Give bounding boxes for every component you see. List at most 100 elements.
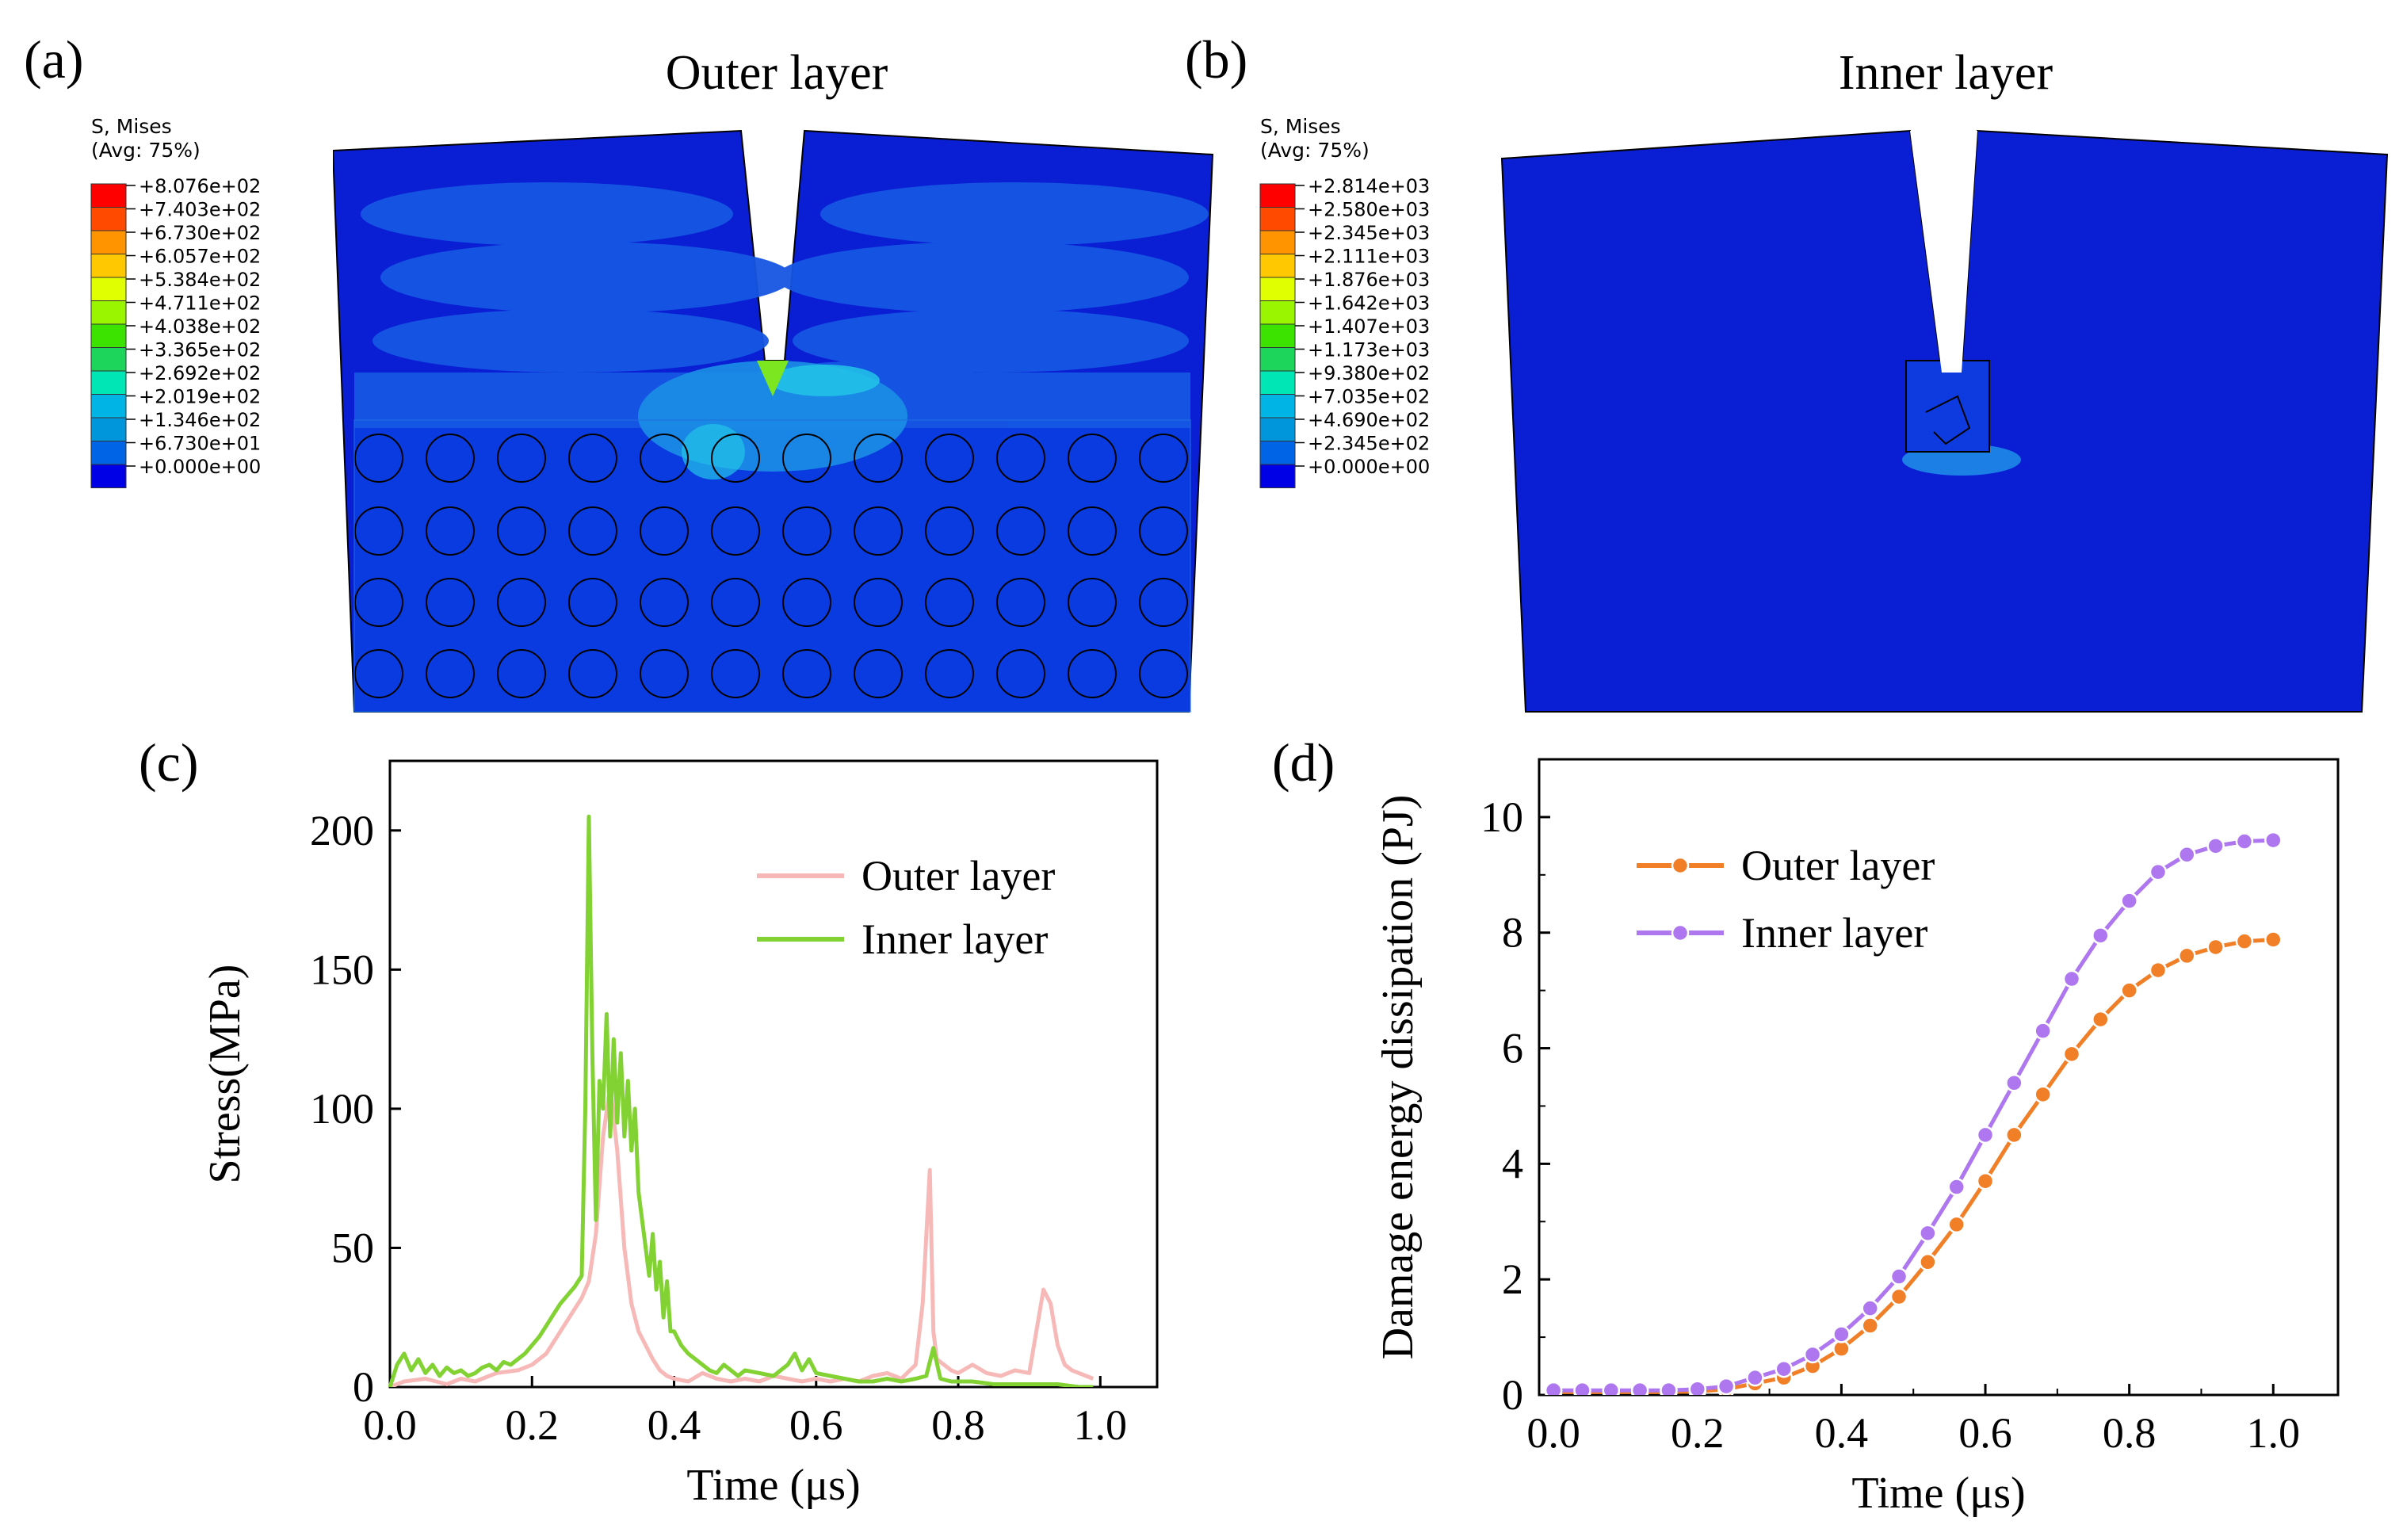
x-tick-label: 0.2 (1671, 1409, 1725, 1457)
outer-notch-tip-highlight (757, 361, 789, 396)
series-point-1 (1889, 1267, 1908, 1286)
fiber-circle (1139, 434, 1188, 483)
x-tick-label: 0.8 (931, 1401, 985, 1449)
series-point-0 (2034, 1085, 2052, 1104)
legend-swatch (1259, 183, 1296, 208)
legend-value: +2.111e+03 (1308, 246, 1430, 268)
legend-value: +5.384e+02 (139, 269, 261, 291)
legend-a-colorbar (90, 183, 127, 488)
fiber-circle (426, 578, 475, 627)
legend-swatch (90, 441, 127, 465)
y-tick-label: 6 (1502, 1025, 1523, 1072)
fiber-circle (996, 434, 1045, 483)
panel-a-legend: S, Mises (Avg: 75%) +8.076e+02+7.403e+02… (90, 115, 261, 488)
legend-value: +1.642e+03 (1308, 292, 1430, 315)
legend-marker (1671, 923, 1690, 942)
y-axis-label: Stress(MPa) (201, 965, 250, 1184)
series-point-0 (1861, 1316, 1879, 1335)
panel-d-label: (d) (1272, 732, 1335, 793)
legend-value: +1.346e+02 (139, 409, 261, 431)
series-point-1 (2120, 892, 2138, 910)
series-point-1 (1717, 1377, 1736, 1395)
plot-frame (1538, 758, 2340, 1397)
panel-b-title: Inner layer (1839, 46, 2053, 100)
legend-value: +7.035e+02 (1308, 386, 1430, 408)
fiber-circle (996, 506, 1045, 556)
series-point-1 (1602, 1381, 1621, 1395)
legend-swatch (1259, 254, 1296, 278)
fiber-circle (497, 649, 546, 698)
legend-label: Inner layer (1741, 909, 1927, 957)
fiber-circle (1139, 578, 1188, 627)
series-point-1 (1832, 1325, 1851, 1343)
legend-swatch (1259, 464, 1296, 488)
plot-frame (388, 759, 1159, 1389)
series-point-0 (2178, 946, 2196, 965)
legend-swatch (1259, 277, 1296, 301)
fiber-circle (854, 434, 903, 483)
y-tick-label: 100 (310, 1085, 374, 1133)
legend-value: +1.407e+03 (1308, 315, 1430, 338)
series-line-1 (388, 814, 1094, 1387)
series-point-0 (1919, 1253, 1937, 1271)
fiber-circle (782, 434, 831, 483)
legend-marker (1671, 856, 1690, 875)
series-line-0 (1553, 938, 2274, 1394)
series-point-1 (1775, 1359, 1794, 1378)
legend-swatch (1259, 370, 1296, 395)
fiber-circle (854, 506, 903, 556)
fiber-circle (925, 506, 974, 556)
legend-value: +1.876e+03 (1308, 269, 1430, 291)
y-tick-label: 4 (1502, 1140, 1523, 1187)
panel-b-legend: S, Mises (Avg: 75%) +2.814e+03+2.580e+03… (1259, 115, 1430, 488)
fiber-circle (1068, 578, 1117, 627)
panel-c-label: (c) (139, 732, 198, 793)
legend-value: +2.814e+03 (1308, 175, 1430, 197)
legend-swatch (90, 370, 127, 395)
legend-swatch (90, 207, 127, 231)
series-point-0 (2206, 938, 2225, 957)
y-tick-label: 0 (1502, 1371, 1523, 1419)
fiber-circle (568, 649, 617, 698)
legend-value: +8.076e+02 (139, 175, 261, 197)
legend-value: +2.019e+02 (139, 386, 261, 408)
plot-area (388, 814, 1095, 1387)
series-point-1 (1660, 1381, 1678, 1395)
fiber-circle (640, 649, 689, 698)
panel-a-label: (a) (24, 29, 83, 90)
contour-plot-inner (1500, 129, 2389, 713)
legend-value: +6.057e+02 (139, 246, 261, 268)
series-point-1 (1573, 1381, 1591, 1395)
fiber-circle (1068, 434, 1117, 483)
legend-swatch (90, 347, 127, 372)
x-tick-label: 0.6 (789, 1401, 843, 1449)
legend-value: +6.730e+01 (139, 433, 261, 455)
x-tick-label: 0.6 (1958, 1409, 2012, 1457)
x-tick-label: 0.4 (648, 1401, 701, 1449)
series-point-1 (2005, 1074, 2023, 1092)
x-tick-label: 1.0 (1074, 1401, 1128, 1449)
legend-value: +7.403e+02 (139, 199, 261, 221)
panel-a-title: Outer layer (666, 46, 888, 100)
series-point-1 (1803, 1345, 1822, 1364)
series-point-1 (2149, 862, 2168, 881)
legend-swatch (1259, 394, 1296, 418)
legend-swatch (90, 277, 127, 301)
series-point-0 (2092, 1010, 2110, 1029)
series-point-0 (2149, 961, 2168, 980)
fiber-circle (568, 578, 617, 627)
x-tick-label: 0.8 (2103, 1409, 2157, 1457)
x-axis-label: Time (μs) (1851, 1469, 2025, 1518)
series-point-1 (2178, 846, 2196, 864)
fiber-circle (497, 506, 546, 556)
legend-value: +4.711e+02 (139, 292, 261, 315)
series-point-1 (2206, 837, 2225, 855)
fiber-circle (426, 649, 475, 698)
x-axis-label: Time (μs) (686, 1461, 860, 1510)
fiber-circle (640, 506, 689, 556)
panel-b: (b) Inner layer S, Mises (Avg: 75%) +2.8… (1185, 29, 2389, 713)
fiber-circle (568, 506, 617, 556)
series-point-1 (1919, 1224, 1937, 1243)
legend-swatch (1259, 441, 1296, 465)
series-point-0 (1976, 1171, 1995, 1190)
